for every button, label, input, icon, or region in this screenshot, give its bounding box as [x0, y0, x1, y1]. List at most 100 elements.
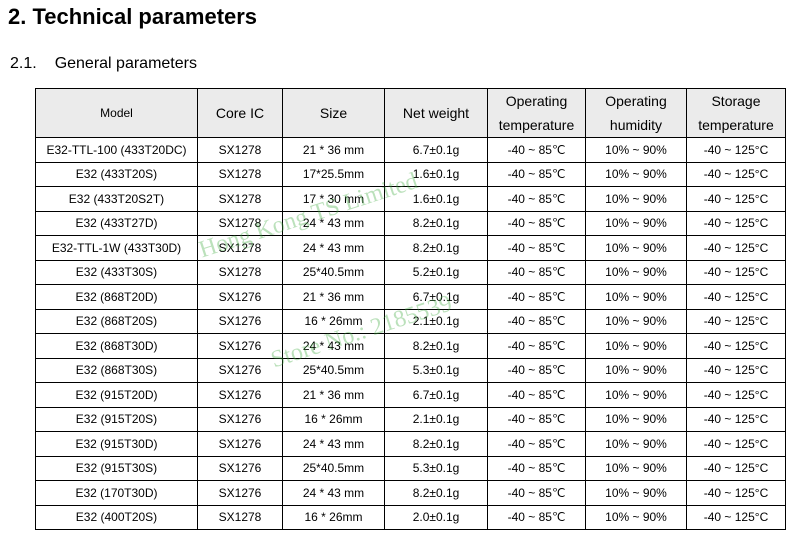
table-cell: 21 * 36 mm	[282, 137, 385, 163]
table-cell: 17*25.5mm	[282, 161, 385, 187]
table-cell: -40 ~ 125°C	[686, 137, 786, 163]
table-cell: 10% ~ 90%	[585, 480, 687, 506]
table-cell: -40 ~ 125°C	[686, 186, 786, 212]
table-cell: 1.6±0.1g	[384, 186, 488, 212]
table-row: E32 (400T20S) SX1278 16 * 26mm 2.0±0.1g -40 …	[35, 504, 786, 530]
table-cell: SX1278	[197, 210, 283, 236]
table-cell: 10% ~ 90%	[585, 357, 687, 383]
table-cell: E32 (915T30D)	[35, 431, 198, 457]
table-cell: -40 ~ 125°C	[686, 431, 786, 457]
table-row: E32 (915T30S) SX1276 25*40.5mm 5.3±0.1g -40 …	[35, 455, 786, 481]
table-cell: E32 (868T20D)	[35, 284, 198, 310]
table-row: E32 (868T20D) SX1276 21 * 36 mm 6.7±0.1g -40…	[35, 284, 786, 310]
column-header: Operating temperature	[487, 88, 586, 138]
table-cell: -40 ~ 85℃	[487, 455, 586, 481]
table-cell: 10% ~ 90%	[585, 259, 687, 285]
section-title: General parameters	[54, 55, 197, 72]
table-cell: 16 * 26mm	[282, 504, 385, 530]
table-cell: -40 ~ 125°C	[686, 284, 786, 310]
table-cell: -40 ~ 125°C	[686, 259, 786, 285]
table-row: E32 (433T20S2T) SX1278 17 * 30 mm 1.6±0.1g -…	[35, 186, 786, 212]
table-cell: SX1276	[197, 431, 283, 457]
table-cell: 25*40.5mm	[282, 455, 385, 481]
table-cell: -40 ~ 85℃	[487, 333, 586, 359]
table-cell: 10% ~ 90%	[585, 406, 687, 432]
table-cell: 10% ~ 90%	[585, 308, 687, 334]
table-cell: -40 ~ 125°C	[686, 210, 786, 236]
table-cell: 6.7±0.1g	[384, 137, 488, 163]
table-cell: 10% ~ 90%	[585, 455, 687, 481]
table-cell: -40 ~ 85℃	[487, 284, 586, 310]
table-cell: -40 ~ 125°C	[686, 357, 786, 383]
table-cell: 2.0±0.1g	[384, 504, 488, 530]
table-cell: 10% ~ 90%	[585, 382, 687, 408]
section-heading: 2.1. General parameters	[10, 55, 197, 73]
table-row: E32 (868T30S) SX1276 25*40.5mm 5.3±0.1g -40 …	[35, 357, 786, 383]
table-cell: SX1276	[197, 284, 283, 310]
table-cell: SX1278	[197, 259, 283, 285]
table-cell: SX1276	[197, 480, 283, 506]
table-cell: SX1278	[197, 235, 283, 261]
table-cell: 10% ~ 90%	[585, 504, 687, 530]
header-row: Model Core IC Size Net weight Operating temp…	[35, 88, 786, 138]
column-header: Size	[282, 88, 385, 138]
table-cell: 8.2±0.1g	[384, 235, 488, 261]
table-cell: E32 (433T30S)	[35, 259, 198, 285]
table-row: E32 (868T20S) SX1276 16 * 26mm 2.1±0.1g -40 …	[35, 308, 786, 334]
table-row: E32 (915T20D) SX1276 21 * 36 mm 6.7±0.1g -40…	[35, 382, 786, 408]
table-row: E32-TTL-1W (433T30D) SX1278 24 * 43 mm 8.2±…	[35, 235, 786, 261]
table-cell: SX1276	[197, 406, 283, 432]
table-cell: SX1276	[197, 455, 283, 481]
table-cell: 10% ~ 90%	[585, 210, 687, 236]
table-cell: SX1278	[197, 186, 283, 212]
table-cell: 8.2±0.1g	[384, 431, 488, 457]
table-cell: E32 (433T27D)	[35, 210, 198, 236]
table-row: E32 (868T30D) SX1276 24 * 43 mm 8.2±0.1g -40…	[35, 333, 786, 359]
table-cell: 6.7±0.1g	[384, 382, 488, 408]
column-header: Storage temperature	[686, 88, 786, 138]
table-cell: 6.7±0.1g	[384, 284, 488, 310]
table-cell: 10% ~ 90%	[585, 137, 687, 163]
table-cell: 25*40.5mm	[282, 357, 385, 383]
table-cell: 10% ~ 90%	[585, 235, 687, 261]
table-cell: 5.2±0.1g	[384, 259, 488, 285]
table-cell: -40 ~ 85℃	[487, 431, 586, 457]
table-row: E32 (915T20S) SX1276 16 * 26mm 2.1±0.1g -40 …	[35, 406, 786, 432]
table-cell: -40 ~ 85℃	[487, 504, 586, 530]
table-cell: -40 ~ 85℃	[487, 259, 586, 285]
table-cell: E32 (433T20S)	[35, 161, 198, 187]
table-cell: 10% ~ 90%	[585, 161, 687, 187]
table-cell: 16 * 26mm	[282, 406, 385, 432]
table-cell: SX1276	[197, 333, 283, 359]
table-cell: -40 ~ 125°C	[686, 333, 786, 359]
table-cell: 5.3±0.1g	[384, 455, 488, 481]
table-cell: 21 * 36 mm	[282, 284, 385, 310]
table-cell: E32 (170T30D)	[35, 480, 198, 506]
table-cell: -40 ~ 125°C	[686, 161, 786, 187]
table-cell: 17 * 30 mm	[282, 186, 385, 212]
table-body: E32-TTL-100 (433T20DC) SX1278 21 * 36 mm 6.…	[35, 137, 786, 530]
table-cell: 24 * 43 mm	[282, 210, 385, 236]
table-cell: 25*40.5mm	[282, 259, 385, 285]
table-cell: 24 * 43 mm	[282, 431, 385, 457]
table-cell: -40 ~ 85℃	[487, 137, 586, 163]
table-cell: -40 ~ 125°C	[686, 480, 786, 506]
table-cell: E32 (868T30S)	[35, 357, 198, 383]
table-cell: SX1278	[197, 504, 283, 530]
table-cell: -40 ~ 85℃	[487, 357, 586, 383]
table-cell: 5.3±0.1g	[384, 357, 488, 383]
table-cell: SX1276	[197, 308, 283, 334]
table-cell: E32 (868T20S)	[35, 308, 198, 334]
column-header: Core IC	[197, 88, 283, 138]
column-header: Model	[35, 88, 198, 138]
table-cell: -40 ~ 85℃	[487, 210, 586, 236]
table-cell: -40 ~ 85℃	[487, 186, 586, 212]
table-row: E32 (433T20S) SX1278 17*25.5mm 1.6±0.1g -40 …	[35, 161, 786, 187]
table-cell: -40 ~ 85℃	[487, 308, 586, 334]
section-number: 2.1.	[10, 55, 37, 72]
table-cell: -40 ~ 125°C	[686, 308, 786, 334]
table-row: E32 (433T27D) SX1278 24 * 43 mm 8.2±0.1g -40…	[35, 210, 786, 236]
table-cell: 8.2±0.1g	[384, 480, 488, 506]
table-cell: 10% ~ 90%	[585, 186, 687, 212]
